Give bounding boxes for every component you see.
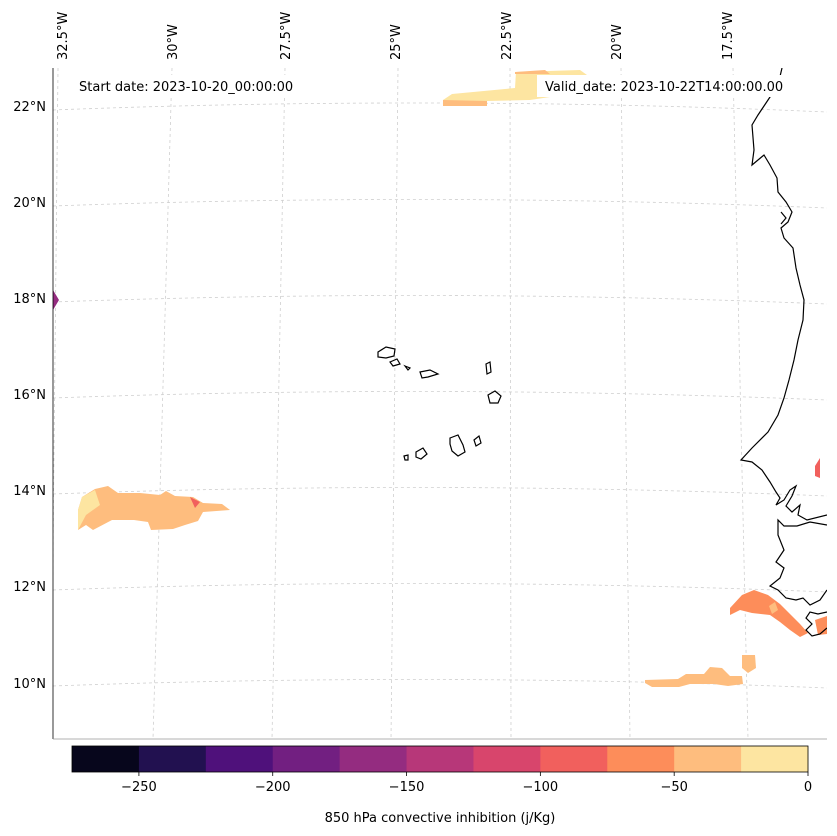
- lat-label-12n: 12°N: [13, 580, 46, 595]
- gridline-16n: [53, 391, 827, 401]
- contour-top-orange-2: [515, 70, 550, 74]
- cape-verde-islands: [377, 346, 502, 461]
- longitude-labels: 32.5°W 30°W 27.5°W 25°W 22.5°W 20°W 17.5…: [56, 12, 736, 60]
- colorbar-swatch: [138, 746, 207, 772]
- latitude-labels: 22°N 20°N 18°N 16°N 14°N 12°N 10°N: [13, 100, 46, 692]
- gridline-18n: [53, 295, 827, 305]
- lon-label-30w: 30°W: [166, 24, 181, 60]
- gridline-17-5w: [732, 68, 749, 739]
- map-area: [53, 68, 827, 739]
- colorbar-ticks: −250 −200 −150 −100 −50 0: [121, 772, 812, 795]
- lat-label-16n: 16°N: [13, 388, 46, 403]
- gridline-22n: [53, 102, 827, 113]
- contour-14n-yellow: [78, 490, 100, 530]
- contour-top-orange: [443, 100, 487, 106]
- contour-10n-orange-2: [742, 655, 756, 673]
- contour-12n-orange: [730, 590, 808, 637]
- gridline-30w: [152, 68, 173, 739]
- colorbar-tick-label: −200: [255, 780, 291, 795]
- colorbar-swatch: [674, 746, 742, 772]
- contour-14n-orange: [78, 486, 230, 530]
- lon-label-17-5w: 17.5°W: [721, 12, 736, 60]
- gridline-25w: [390, 68, 399, 739]
- colorbar-tick-label: 0: [804, 780, 812, 795]
- contour-10n-orange: [645, 667, 743, 687]
- lat-label-20n: 20°N: [13, 196, 46, 211]
- island-boa-vista: [487, 390, 502, 404]
- gridline-27-5w: [271, 68, 286, 739]
- colorbar-swatch: [540, 746, 608, 772]
- island-santiago: [449, 434, 466, 457]
- colorbar-tick-label: −150: [389, 780, 425, 795]
- contour-12n-light: [769, 602, 778, 614]
- colorbar-swatches: [72, 746, 809, 772]
- africa-coastline-south: [768, 518, 827, 606]
- gridline-12n: [53, 583, 827, 593]
- gridline-14n: [53, 487, 827, 497]
- lat-label-22n: 22°N: [13, 100, 46, 115]
- contour-14n-red: [190, 497, 200, 508]
- island-fogo: [415, 447, 428, 460]
- colorbar-swatch: [607, 746, 675, 772]
- colorbar-outline: [71, 745, 809, 773]
- africa-coastline: [739, 68, 827, 521]
- lat-label-10n: 10°N: [13, 677, 46, 692]
- colorbar-swatch: [339, 746, 408, 772]
- graticule: [53, 68, 827, 739]
- colorbar-swatch: [473, 746, 541, 772]
- lon-label-27-5w: 27.5°W: [279, 12, 294, 60]
- lon-label-22-5w: 22.5°W: [500, 12, 515, 60]
- colorbar-tick-label: −100: [523, 780, 559, 795]
- island-sao-nicolau: [419, 369, 440, 379]
- lat-label-18n: 18°N: [13, 292, 46, 307]
- island-santo-antao: [377, 346, 396, 359]
- cape-blanc-inlet: [780, 211, 787, 225]
- colorbar-tick-label: −50: [660, 780, 687, 795]
- valid-date-box: [537, 75, 810, 97]
- island-sao-vicente: [389, 358, 401, 367]
- island-maio: [473, 434, 482, 447]
- island-sal: [485, 361, 492, 375]
- valid-date-label: Valid_date: 2023-10-22T14:00:00.00: [545, 80, 783, 95]
- africa-coastline-bijagos: [805, 611, 827, 637]
- cin-contours: [53, 70, 827, 687]
- colorbar-title: 850 hPa convective inhibition (j/Kg): [325, 811, 556, 826]
- colorbar-swatch: [205, 746, 274, 772]
- lon-label-20w: 20°W: [610, 24, 625, 60]
- colorbar: −250 −200 −150 −100 −50 0 850 hPa convective …: [71, 745, 812, 826]
- start-date-box: [70, 75, 316, 97]
- contour-east-red: [815, 458, 820, 478]
- gridline-20w: [620, 68, 631, 739]
- lat-label-14n: 14°N: [13, 484, 46, 499]
- contour-west-magenta: [53, 290, 59, 310]
- island-brava: [403, 454, 409, 461]
- lon-label-25w: 25°W: [389, 24, 404, 60]
- start-date-label: Start date: 2023-10-20_00:00:00: [79, 80, 293, 95]
- colorbar-swatch: [741, 746, 809, 772]
- lon-label-32-5w: 32.5°W: [56, 12, 71, 60]
- colorbar-swatch: [406, 746, 474, 772]
- gridline-10n: [53, 679, 827, 689]
- colorbar-tick-label: −250: [121, 780, 157, 795]
- colorbar-swatch: [272, 746, 341, 772]
- island-santa-luzia: [403, 364, 412, 371]
- colorbar-swatch: [72, 746, 140, 772]
- gridline-20n: [53, 199, 827, 209]
- gridline-22-5w: [509, 68, 512, 739]
